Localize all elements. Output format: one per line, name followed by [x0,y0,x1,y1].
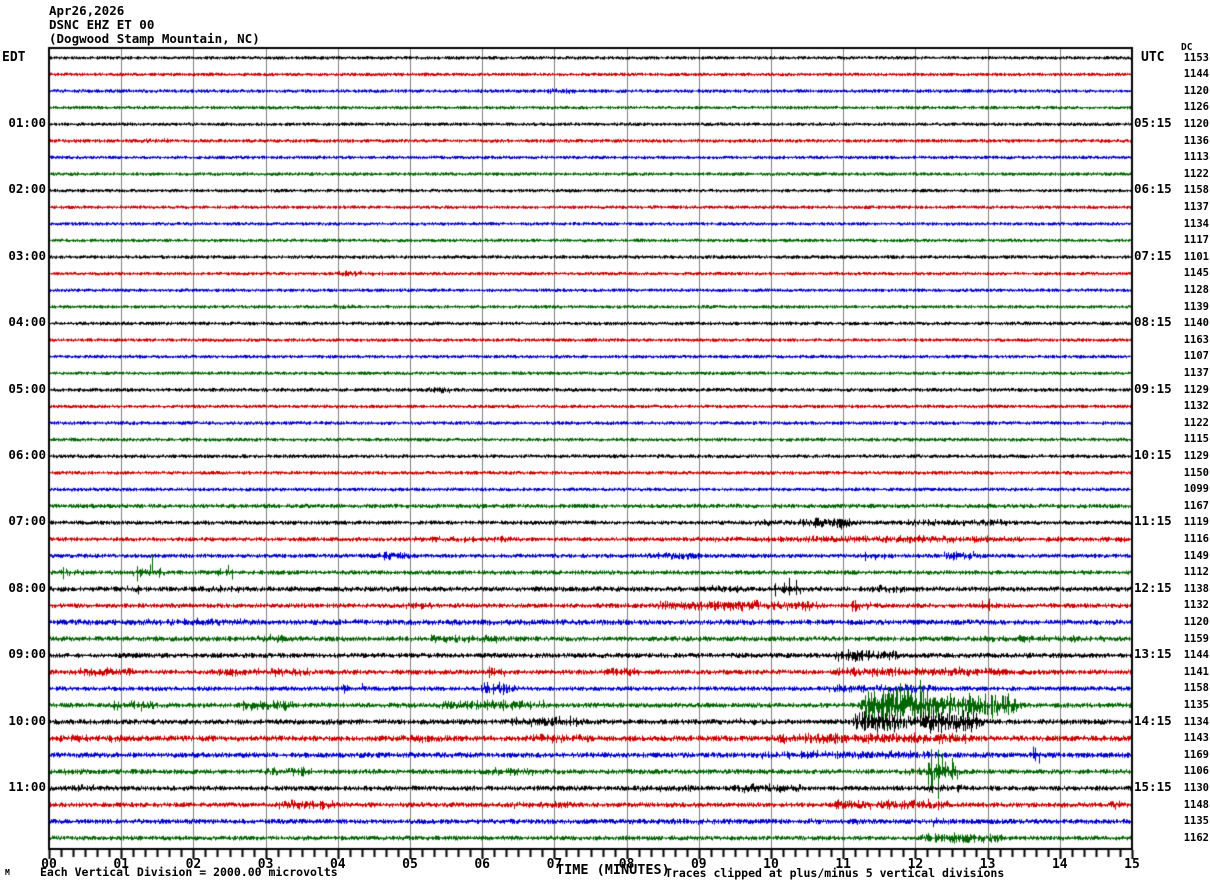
left-timezone-header: EDT [2,50,26,65]
dc-value: 1112 [1183,566,1209,579]
dc-value: 1150 [1183,466,1209,479]
x-tick-label: 10 [763,857,779,872]
dc-value: 1101 [1183,250,1209,263]
dc-value: 1130 [1183,781,1209,794]
edt-hour-label: 07:00 [8,513,46,529]
clipping-note: Traces clipped at plus/minus 5 vertical … [665,866,1005,880]
dc-value: 1107 [1183,350,1209,363]
dc-value: 1136 [1183,134,1209,147]
dc-value: 1137 [1183,366,1209,379]
edt-hour-label: 01:00 [8,114,46,130]
dc-value: 1134 [1183,217,1209,230]
x-tick-label: 07 [546,857,563,872]
dc-value: 1135 [1183,698,1209,711]
dc-value: 1140 [1183,317,1209,330]
x-tick-label: 14 [1051,857,1068,872]
dc-value: 1141 [1183,665,1209,678]
x-tick-label: 15 [1124,857,1140,872]
dc-value: 1158 [1183,184,1209,197]
utc-hour-label: 07:15 [1134,247,1172,263]
utc-hour-label: 09:15 [1134,380,1172,396]
dc-value: 1134 [1183,715,1209,728]
dc-value: 1138 [1183,582,1209,595]
dc-value: 1149 [1183,549,1209,562]
edt-hour-label: 05:00 [8,380,46,396]
dc-value: 1122 [1183,416,1209,429]
utc-hour-label: 08:15 [1134,314,1172,330]
dc-value: 1132 [1183,400,1209,413]
edt-hour-label: 02:00 [8,181,46,197]
dc-value: 1120 [1183,615,1209,628]
x-tick-label: 08 [618,857,635,872]
x-tick-label: 00 [41,857,57,872]
dc-value: 1148 [1183,798,1209,811]
dc-value: 1122 [1183,167,1209,180]
edt-hour-label: 08:00 [8,579,46,595]
x-tick-label: 05 [402,857,418,872]
x-tick-label: 12 [907,857,924,872]
dc-value: 1115 [1183,433,1209,446]
dc-value: 1129 [1183,449,1209,462]
x-tick-label: 03 [257,857,274,872]
x-tick-label: 13 [979,857,996,872]
dc-value: 1139 [1183,300,1209,313]
dc-value: 1120 [1183,84,1209,97]
utc-hour-label: 14:15 [1134,712,1172,728]
edt-hour-label: 06:00 [8,446,46,462]
dc-value: 1126 [1183,101,1209,114]
right-timezone-header: UTC [1141,50,1165,65]
x-tick-label: 09 [690,857,707,872]
dc-value: 1144 [1183,649,1209,662]
edt-hour-label: 10:00 [8,712,46,728]
x-tick-label: 02 [185,857,202,872]
utc-hour-label: 11:15 [1134,513,1172,529]
x-axis-title: TIME (MINUTES) [556,862,670,878]
dc-value: 1116 [1183,532,1209,545]
dc-value: 1163 [1183,333,1209,346]
dc-value: 1158 [1183,682,1209,695]
location-title: (Dogwood Stamp Mountain, NC) [49,31,260,46]
dc-value: 1169 [1183,748,1209,761]
dc-value: 1159 [1183,632,1209,645]
x-tick-label: 11 [835,857,852,872]
dc-value: 1113 [1183,151,1209,164]
dc-value: 1135 [1183,815,1209,828]
edt-hour-label: 11:00 [8,778,46,794]
dc-value: 1099 [1183,483,1209,496]
utc-hour-label: 06:15 [1134,181,1172,197]
corner-mark: M [5,868,10,877]
utc-hour-label: 15:15 [1134,778,1172,794]
utc-hour-label: 10:15 [1134,446,1172,462]
dc-value: 1132 [1183,599,1209,612]
x-tick-label: 04 [329,857,346,872]
edt-hour-label: 09:00 [8,646,46,662]
edt-hour-label: 03:00 [8,247,46,263]
dc-value: 1145 [1183,267,1209,280]
x-tick-label: 01 [113,857,130,872]
dc-column-header: DC [1181,42,1193,53]
utc-hour-label: 05:15 [1134,114,1172,130]
edt-hour-label: 04:00 [8,314,46,330]
dc-value: 1106 [1183,765,1209,778]
x-tick-label: 06 [474,857,491,872]
vertical-division-note: Each Vertical Division = 2000.00 microvo… [40,865,338,879]
station-title: DSNC EHZ ET 00 [49,17,155,32]
dc-value: 1162 [1183,831,1209,844]
dc-value: 1120 [1183,117,1209,130]
date-title: Apr26,2026 [49,3,125,18]
dc-value: 1153 [1183,51,1209,64]
dc-value: 1143 [1183,732,1209,745]
dc-value: 1129 [1183,383,1209,396]
dc-value: 1137 [1183,200,1209,213]
dc-value: 1128 [1183,283,1209,296]
utc-hour-label: 12:15 [1134,579,1172,595]
dc-value: 1144 [1183,68,1209,81]
dc-value: 1167 [1183,499,1209,512]
dc-value: 1119 [1183,516,1209,529]
utc-hour-label: 13:15 [1134,646,1172,662]
dc-value: 1117 [1183,234,1209,247]
